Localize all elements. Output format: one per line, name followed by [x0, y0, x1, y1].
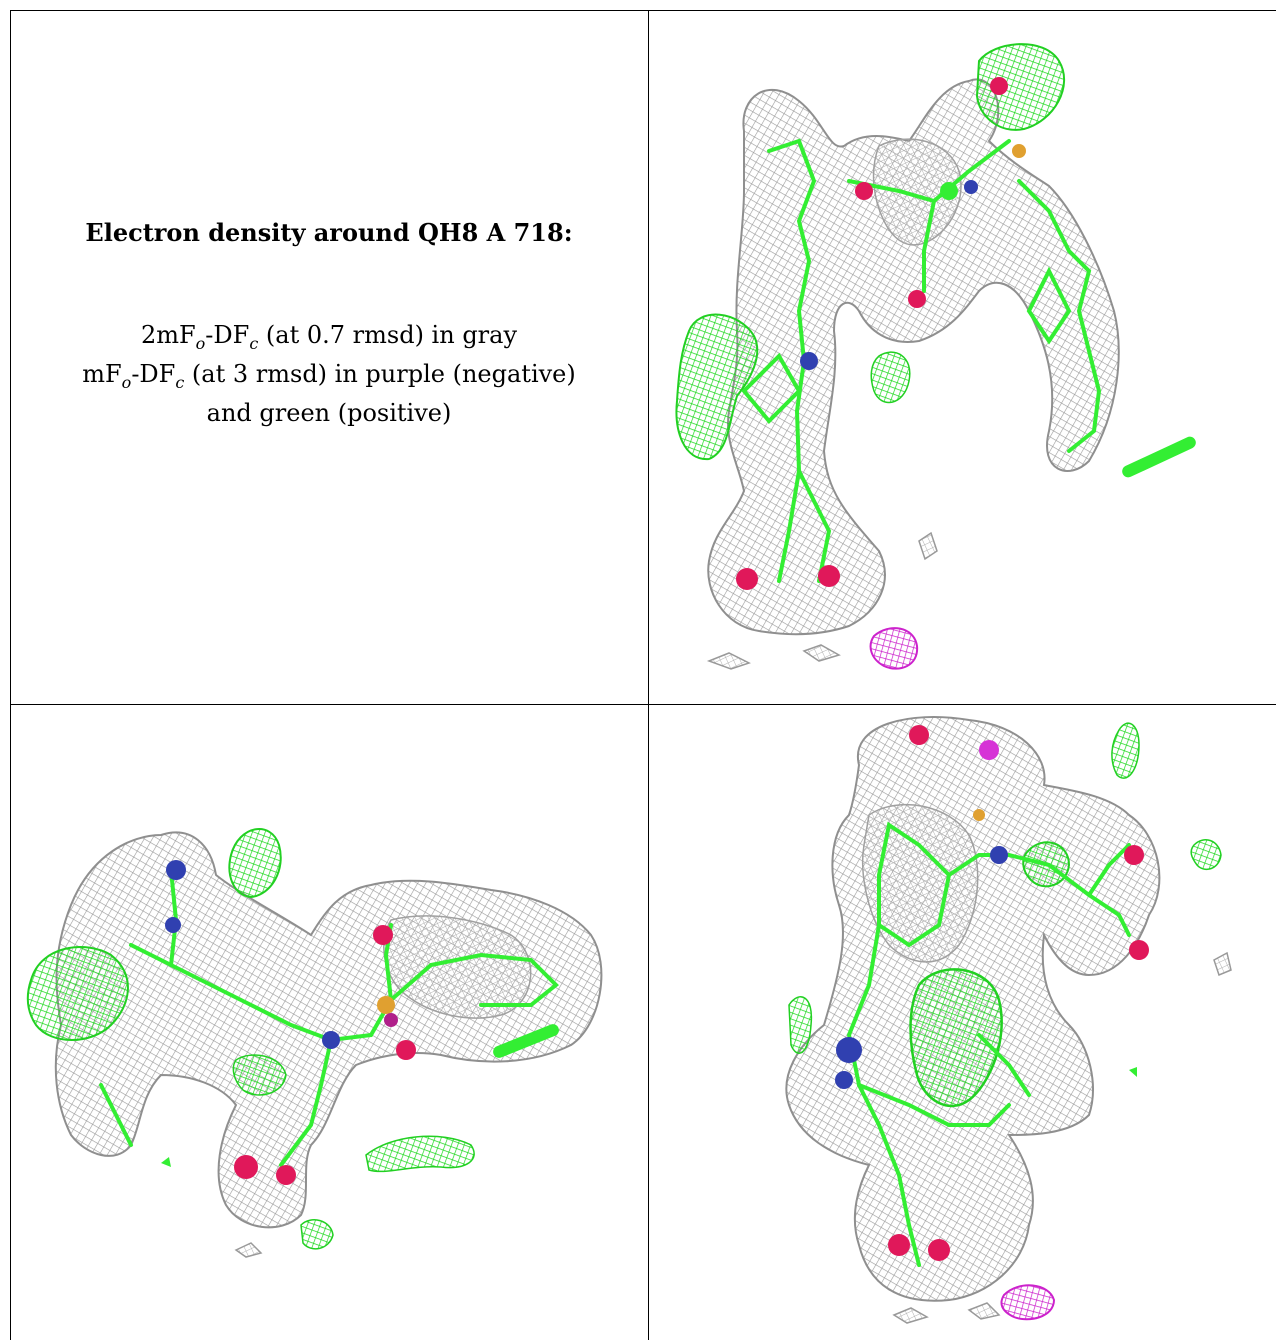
- density-mesh-purple: [1000, 1284, 1056, 1321]
- oxygen-atom: [736, 568, 758, 590]
- methyl-stick: [493, 1024, 559, 1058]
- nitrogen-atom: [322, 1031, 340, 1049]
- oxygen-atom: [276, 1165, 296, 1185]
- oxygen-atom: [908, 290, 926, 308]
- oxygen-atom: [1129, 940, 1149, 960]
- sulfur-atom: [973, 809, 985, 821]
- density-mesh-green-flat: [365, 1135, 475, 1173]
- oxygen-atom: [373, 925, 393, 945]
- oxygen-atom: [909, 725, 929, 745]
- molecule-sticks: [741, 138, 1102, 583]
- carbon-atom: [940, 182, 958, 200]
- grid-line-top: [10, 10, 1276, 11]
- density-mesh-green-left: [788, 996, 813, 1054]
- caption-body: 2mFo-DFc (at 0.7 rmsd) in gray mFo-DFc (…: [10, 320, 648, 429]
- density-mesh-green-center: [909, 968, 1003, 1108]
- caption-line-1: 2mFo-DFc (at 0.7 rmsd) in gray: [140, 321, 518, 353]
- density-view-1: [649, 11, 1276, 704]
- oxygen-atom: [928, 1239, 950, 1261]
- density-mesh-green-left: [675, 313, 759, 461]
- density-mesh-gray-core: [861, 803, 979, 963]
- figure-grid: Electron density around QH8 A 718: 2mFo-…: [10, 10, 1276, 1340]
- caption-title: Electron density around QH8 A 718:: [85, 218, 573, 247]
- density-fragment: [1213, 951, 1232, 977]
- density-mesh-gray-core: [383, 915, 532, 1019]
- nitrogen-atom: [964, 180, 978, 194]
- density-mesh-green-top: [975, 43, 1065, 131]
- density-fragment: [161, 1157, 171, 1167]
- caption-line-3: and green (positive): [206, 398, 452, 427]
- density-mesh-green-right: [1190, 839, 1222, 871]
- density-fragment: [1129, 1067, 1137, 1077]
- density-fragment: [802, 644, 841, 662]
- oxygen-atom: [990, 77, 1008, 95]
- density-mesh-green-small: [870, 351, 911, 404]
- sulfur-atom: [1012, 144, 1026, 158]
- caption-cell: Electron density around QH8 A 718: 2mFo-…: [10, 10, 648, 704]
- grid-line-center: [648, 10, 649, 1340]
- nitrogen-atom: [835, 1071, 853, 1089]
- density-mesh-gray: [54, 831, 603, 1229]
- density-mesh-gray-core: [872, 138, 962, 246]
- density-fragment: [892, 1307, 929, 1324]
- density-view-3: [649, 705, 1276, 1340]
- nitrogen-atom: [800, 352, 818, 370]
- oxygen-atom: [818, 565, 840, 587]
- caption-line-2: mFo-DFc (at 3 rmsd) in purple (negative): [82, 359, 576, 392]
- nitrogen-atom: [166, 860, 186, 880]
- oxygen-atom: [855, 182, 873, 200]
- methyl-stick: [1122, 436, 1196, 478]
- density-mesh-green-left: [26, 946, 129, 1041]
- grid-line-left: [10, 10, 11, 1340]
- density-view-2: [11, 705, 648, 1340]
- oxygen-atom: [234, 1155, 258, 1179]
- density-fragment: [234, 1242, 263, 1258]
- oxygen-atom: [396, 1040, 416, 1060]
- nitrogen-atom: [836, 1037, 862, 1063]
- sulfur-atom: [377, 996, 395, 1014]
- density-fragment: [918, 531, 938, 561]
- density-fragment: [706, 652, 751, 670]
- density-mesh-green-top: [228, 828, 282, 899]
- oxygen-atom: [384, 1013, 398, 1027]
- density-fragment: [967, 1302, 1001, 1320]
- molecule-sticks: [846, 821, 1131, 1267]
- density-mesh-green-top: [1111, 722, 1140, 779]
- oxygen-atom: [979, 740, 999, 760]
- density-mesh-green-mid: [232, 1054, 287, 1096]
- oxygen-atom: [1124, 845, 1144, 865]
- oxygen-atom: [888, 1234, 910, 1256]
- density-mesh-green-bottom: [300, 1219, 334, 1250]
- nitrogen-atom: [165, 917, 181, 933]
- grid-line-middle: [10, 704, 1276, 705]
- nitrogen-atom: [990, 846, 1008, 864]
- density-mesh-purple: [869, 627, 919, 670]
